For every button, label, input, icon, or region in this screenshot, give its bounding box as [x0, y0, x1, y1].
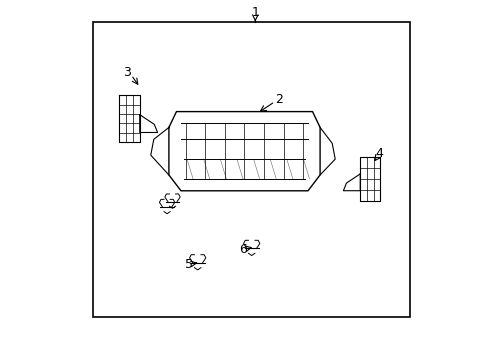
Text: 6: 6: [238, 243, 246, 256]
Bar: [93, 22, 409, 317]
Text: 3: 3: [123, 66, 131, 78]
Text: 1: 1: [251, 6, 259, 19]
Text: 5: 5: [184, 258, 192, 271]
Text: 4: 4: [375, 147, 383, 159]
Text: 2: 2: [274, 93, 282, 105]
